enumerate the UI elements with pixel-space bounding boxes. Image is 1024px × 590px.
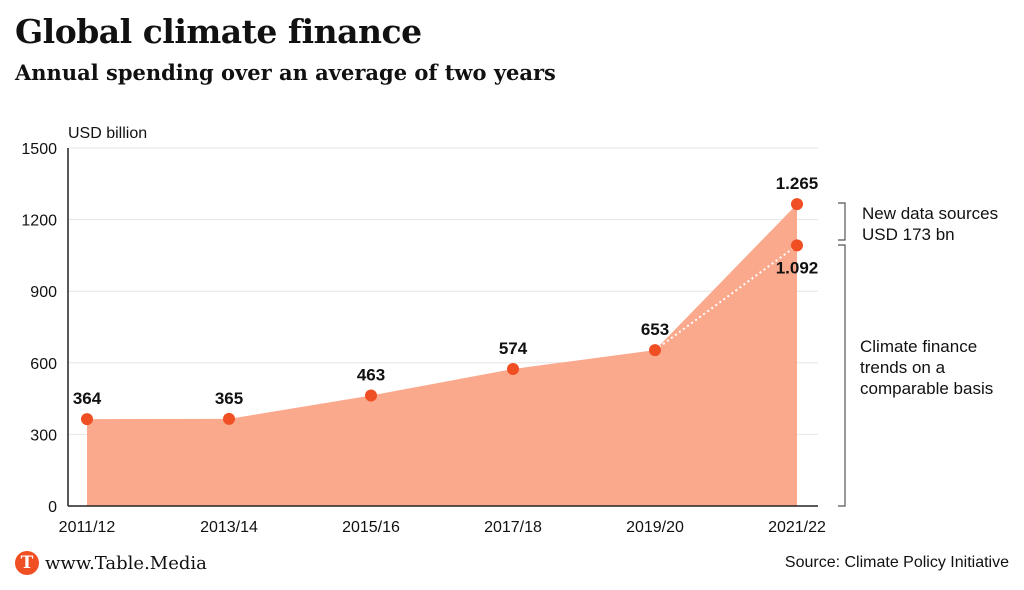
brand-text[interactable]: www.Table.Media [45, 552, 207, 574]
annotation-comparable: Climate finance [860, 337, 977, 356]
y-tick-label: 300 [30, 427, 57, 444]
x-tick-label: 2015/16 [342, 519, 400, 536]
comparable-data-label: 1.092 [776, 258, 819, 277]
data-label: 365 [215, 389, 243, 408]
table-media-logo-icon: T [15, 551, 39, 575]
source-note: Source: Climate Policy Initiative [784, 554, 1009, 571]
x-tick-label: 2019/20 [626, 519, 684, 536]
data-point [223, 412, 235, 425]
x-tick-label: 2011/12 [59, 519, 116, 536]
y-tick-label: 1200 [21, 213, 57, 230]
x-tick-label: 2013/14 [200, 519, 258, 536]
data-label: 364 [73, 389, 102, 408]
annotation-new-data: New data sources [862, 204, 998, 223]
area-layer [87, 204, 798, 506]
data-label: 653 [641, 320, 669, 339]
x-tick-label: 2021/22 [768, 519, 826, 536]
chart-subtitle: Annual spending over an average of two y… [15, 60, 556, 85]
annotation-comparable: trends on a [860, 358, 946, 377]
data-point [649, 344, 661, 357]
annotation-comparable: comparable basis [860, 379, 993, 398]
x-tick-label: 2017/18 [484, 519, 542, 536]
data-point [791, 198, 803, 211]
annotations: New data sources USD 173 bn Climate financ… [838, 202, 998, 507]
bracket-comparable [838, 244, 846, 507]
data-label: 463 [357, 365, 385, 384]
area-fill [87, 204, 797, 506]
data-label: 574 [499, 339, 528, 358]
data-marks: 364 365 463 574 653 1.265 1.092 [73, 174, 819, 426]
y-tick-label: 0 [48, 499, 57, 516]
axes: 0 300 600 900 1200 1500 USD billion 2011/12 2013… [21, 125, 826, 536]
chart-title: Global climate finance [15, 12, 422, 51]
y-tick-label: 600 [30, 356, 57, 373]
bracket-new-data [838, 202, 846, 241]
y-tick-label: 1500 [21, 141, 57, 158]
annotation-new-data: USD 173 bn [862, 225, 955, 244]
brand[interactable]: T www.Table.Media [15, 551, 207, 575]
data-label: 1.265 [776, 174, 819, 193]
y-tick-label: 900 [30, 284, 57, 301]
data-point [365, 389, 377, 402]
comparable-data-point [791, 239, 803, 252]
data-point [507, 363, 519, 376]
data-point [81, 413, 93, 426]
y-axis-label: USD billion [68, 125, 147, 142]
